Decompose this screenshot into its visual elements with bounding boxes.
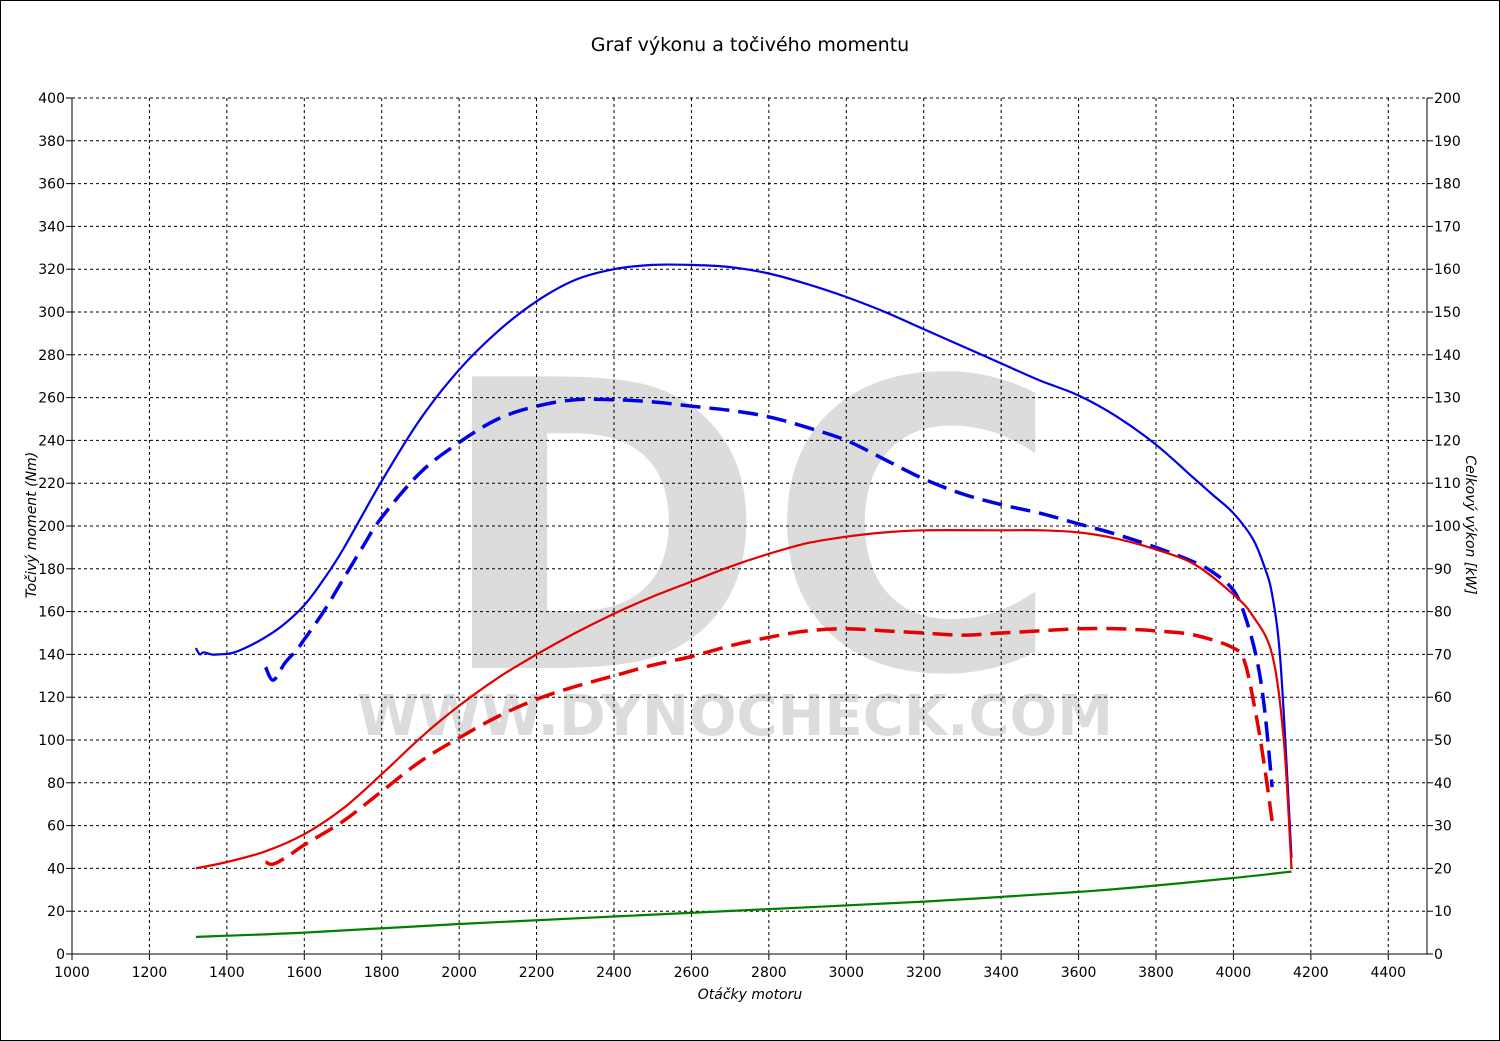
y-right-tick-label: 30	[1434, 819, 1452, 835]
y-left-tick-label: 0	[56, 947, 65, 963]
y-left-tick-label: 400	[38, 91, 65, 107]
y-right-tick-label: 180	[1434, 177, 1461, 193]
y-left-tick-label: 320	[38, 262, 65, 278]
y-right-tick-label: 150	[1434, 305, 1461, 321]
y-right-tick-label: 160	[1434, 262, 1461, 278]
y-right-tick-label: 130	[1434, 391, 1461, 407]
y-right-tick-label: 110	[1434, 476, 1461, 492]
y-right-axis-ticks: 0 10 20 30 40 50 60 70 80 90 100 110 120 130 140 150 160…	[1427, 91, 1461, 963]
x-tick-label: 1000	[54, 965, 90, 981]
y-right-tick-label: 80	[1434, 605, 1452, 621]
x-tick-label: 2800	[751, 965, 787, 981]
watermark-url: WWW.DYNOCHECK.COM	[357, 684, 1113, 749]
x-tick-label: 4400	[1370, 965, 1406, 981]
chart-title: Graf výkonu a točivého momentu	[590, 34, 910, 56]
x-tick-label: 2200	[519, 965, 555, 981]
y-left-tick-label: 300	[38, 305, 65, 321]
x-tick-label: 1400	[209, 965, 245, 981]
y-right-tick-label: 60	[1434, 690, 1452, 706]
blue-solid-torque-line	[194, 263, 1293, 858]
y-left-tick-label: 140	[38, 647, 65, 663]
y-right-tick-label: 190	[1434, 134, 1461, 150]
grid	[72, 98, 1427, 954]
x-tick-label: 4200	[1293, 965, 1329, 981]
y-left-axis-ticks: 0 20 40 60 80 100 120 140 160 180 200 220 240 260 280 3…	[38, 91, 72, 963]
x-tick-label: 1600	[286, 965, 322, 981]
x-tick-label: 3000	[828, 965, 864, 981]
x-tick-label: 1200	[132, 965, 168, 981]
y-left-tick-label: 100	[38, 733, 65, 749]
y-right-tick-label: 50	[1434, 733, 1452, 749]
series-group	[194, 263, 1293, 938]
y-left-tick-label: 80	[47, 776, 65, 792]
y-right-axis-label: Celkový výkon [kW]	[1462, 455, 1478, 594]
red-dashed-power-line	[264, 626, 1274, 867]
y-left-tick-label: 360	[38, 177, 65, 193]
y-left-tick-label: 200	[38, 519, 65, 535]
green-loss-line	[195, 870, 1292, 938]
y-right-tick-label: 120	[1434, 433, 1461, 449]
y-right-tick-label: 200	[1434, 91, 1461, 107]
x-tick-label: 3600	[1061, 965, 1097, 981]
blue-dashed-torque-line	[264, 397, 1274, 788]
y-left-tick-label: 180	[38, 562, 65, 578]
x-axis-ticks: 1000 1200 1400 1600 1800 2000 2200 2400 2600 2800…	[54, 954, 1406, 981]
y-left-tick-label: 120	[38, 690, 65, 706]
y-left-tick-label: 40	[47, 861, 65, 877]
x-tick-label: 2000	[441, 965, 477, 981]
y-right-tick-label: 10	[1434, 904, 1452, 920]
x-tick-label: 2400	[596, 965, 632, 981]
x-tick-label: 2600	[674, 965, 710, 981]
x-tick-label: 1800	[364, 965, 400, 981]
y-right-tick-label: 100	[1434, 519, 1461, 535]
y-right-tick-label: 140	[1434, 348, 1461, 364]
y-right-tick-label: 20	[1434, 861, 1452, 877]
y-left-tick-label: 160	[38, 605, 65, 621]
y-left-tick-label: 380	[38, 134, 65, 150]
x-tick-label: 3400	[983, 965, 1019, 981]
x-tick-label: 3200	[906, 965, 942, 981]
y-right-tick-label: 90	[1434, 562, 1452, 578]
y-left-tick-label: 280	[38, 348, 65, 364]
red-solid-power-line	[195, 529, 1293, 870]
y-right-tick-label: 70	[1434, 647, 1452, 663]
y-left-tick-label: 340	[38, 219, 65, 235]
y-left-tick-label: 60	[47, 819, 65, 835]
y-left-axis-label: Točivý moment (Nm)	[24, 452, 40, 598]
x-tick-label: 4000	[1216, 965, 1252, 981]
x-tick-label: 3800	[1138, 965, 1174, 981]
y-right-tick-label: 170	[1434, 219, 1461, 235]
x-axis-label: Otáčky motoru	[698, 987, 803, 1003]
y-left-tick-label: 20	[47, 904, 65, 920]
y-left-tick-label: 240	[38, 433, 65, 449]
y-left-tick-label: 220	[38, 476, 65, 492]
y-right-tick-label: 0	[1434, 947, 1443, 963]
y-right-tick-label: 40	[1434, 776, 1452, 792]
y-left-tick-label: 260	[38, 391, 65, 407]
